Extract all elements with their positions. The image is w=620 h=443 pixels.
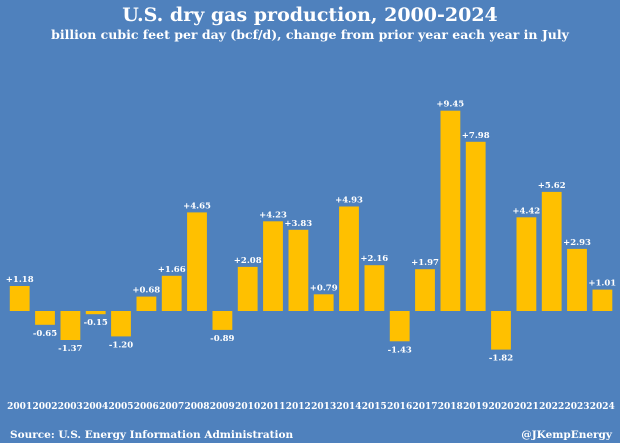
data-label-2021: +4.42 [512, 206, 540, 216]
data-label-2018: +9.45 [436, 100, 464, 110]
data-label-2002: -0.65 [33, 329, 57, 339]
data-label-2014: +4.93 [335, 196, 363, 206]
data-label-2005: -1.20 [109, 340, 133, 350]
data-label-2006: +0.68 [132, 286, 160, 296]
x-tick-label-2009: 2009 [210, 402, 235, 412]
chart-title: U.S. dry gas production, 2000-2024 [122, 4, 498, 26]
x-tick-label-2010: 2010 [235, 402, 260, 412]
bar-2020 [491, 311, 511, 350]
x-tick-label-2004: 2004 [83, 402, 108, 412]
x-tick-label-2002: 2002 [32, 402, 57, 412]
x-tick-label-2006: 2006 [134, 402, 159, 412]
x-tick-label-2014: 2014 [336, 402, 361, 412]
data-label-2019: +7.98 [462, 131, 490, 141]
data-label-2022: +5.62 [538, 181, 566, 191]
data-label-2011: +4.23 [259, 210, 287, 220]
bar-2012 [288, 229, 309, 311]
data-label-2016: -1.43 [388, 345, 412, 355]
x-tick-label-2024: 2024 [590, 402, 615, 412]
data-label-2009: -0.89 [210, 334, 234, 344]
data-label-2024: +1.01 [588, 279, 616, 289]
bar-2017 [415, 269, 435, 311]
bar-2008 [187, 212, 207, 311]
x-tick-label-2022: 2022 [539, 402, 564, 412]
bar-2002 [35, 311, 55, 325]
bar-2019 [465, 141, 486, 311]
x-tick-label-2017: 2017 [412, 402, 437, 412]
data-label-2004: -0.15 [84, 318, 108, 328]
data-label-2008: +4.65 [183, 201, 211, 211]
bar-2014 [339, 206, 359, 311]
bar-2009 [212, 311, 233, 330]
x-tick-label-2020: 2020 [488, 402, 513, 412]
chart-subtitle: billion cubic feet per day (bcf/d), chan… [51, 27, 569, 42]
data-label-2015: +2.16 [360, 254, 388, 264]
bar-2024 [592, 289, 613, 311]
bar-2001 [9, 286, 30, 311]
data-label-2023: +2.93 [563, 238, 591, 248]
bar-2018 [440, 110, 461, 311]
x-tick-label-2013: 2013 [311, 402, 336, 412]
bar-2010 [237, 266, 258, 311]
x-tick-label-2019: 2019 [463, 402, 488, 412]
data-label-2003: -1.37 [58, 344, 82, 354]
x-tick-label-2007: 2007 [159, 402, 184, 412]
data-label-2012: +3.83 [284, 219, 312, 229]
x-tick-label-2003: 2003 [58, 402, 83, 412]
x-tick-label-2018: 2018 [438, 402, 463, 412]
x-tick-label-2008: 2008 [184, 402, 209, 412]
data-label-2010: +2.08 [234, 256, 262, 266]
data-label-2001: +1.18 [6, 275, 34, 285]
bar-2003 [60, 311, 81, 340]
bar-2005 [111, 311, 131, 337]
x-tick-label-2005: 2005 [108, 402, 133, 412]
bar-2022 [541, 191, 562, 311]
data-label-2017: +1.97 [411, 258, 439, 268]
bar-2016 [389, 311, 410, 342]
bar-2011 [263, 221, 283, 311]
x-tick-label-2015: 2015 [362, 402, 387, 412]
author-handle: @JKempEnergy [521, 429, 612, 441]
data-label-2020: -1.82 [489, 354, 513, 364]
x-tick-label-2023: 2023 [564, 402, 589, 412]
x-tick-label-2012: 2012 [286, 402, 311, 412]
x-tick-label-2001: 2001 [7, 402, 32, 412]
x-tick-label-2016: 2016 [387, 402, 412, 412]
bar-2006 [136, 296, 157, 311]
bar-2013 [313, 294, 334, 311]
bar-2021 [516, 217, 537, 311]
data-label-2007: +1.66 [158, 265, 186, 275]
bar-2023 [567, 248, 587, 311]
x-tick-label-2021: 2021 [514, 402, 539, 412]
source-note: Source: U.S. Energy Information Administ… [10, 429, 294, 441]
x-tick-label-2011: 2011 [260, 402, 285, 412]
data-label-2013: +0.79 [310, 283, 338, 293]
bar-2004 [85, 311, 106, 315]
bar-2015 [364, 265, 385, 311]
bar-2007 [161, 275, 182, 311]
